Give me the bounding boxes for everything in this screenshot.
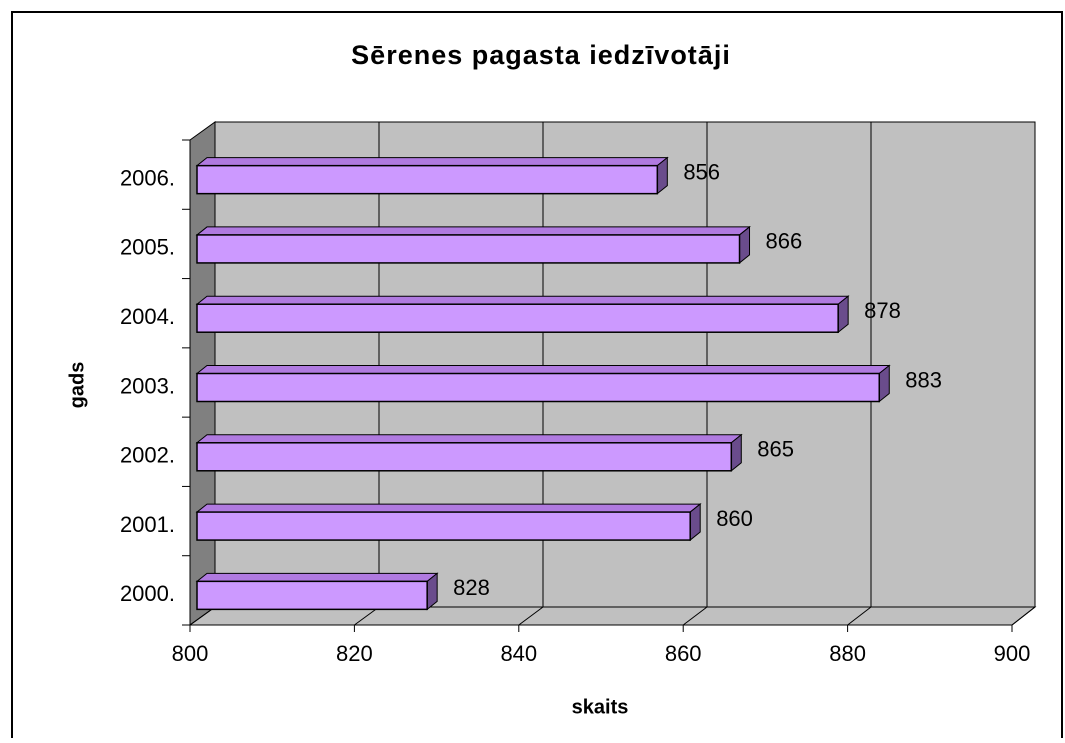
value-label: 828 xyxy=(453,575,490,600)
y-tick-label: 2006. xyxy=(120,165,175,190)
floor-grid-line xyxy=(518,606,544,626)
y-axis-title: gads xyxy=(66,362,88,409)
x-tick-label: 820 xyxy=(336,641,373,666)
bar xyxy=(196,580,428,611)
value-label: 866 xyxy=(766,229,803,254)
value-label: 883 xyxy=(905,367,942,392)
y-tick-label: 2005. xyxy=(120,235,175,260)
bar xyxy=(196,303,839,333)
bar xyxy=(196,511,691,541)
value-label: 856 xyxy=(683,159,720,184)
bar xyxy=(196,372,881,403)
bar xyxy=(196,164,659,195)
x-axis-title: skaits xyxy=(572,696,629,718)
bar-top xyxy=(195,572,439,582)
bar-top xyxy=(195,365,891,374)
bar-top xyxy=(195,503,702,513)
x-tick-label: 840 xyxy=(500,641,537,666)
x-tick-label: 880 xyxy=(829,641,866,666)
bar-top xyxy=(195,295,850,305)
x-tick-label: 800 xyxy=(172,641,209,666)
floor-grid-line xyxy=(682,606,708,626)
x-tick-label: 860 xyxy=(665,641,702,666)
value-label: 878 xyxy=(864,298,901,323)
x-tick-label: 900 xyxy=(994,641,1031,666)
floor-grid-line xyxy=(847,606,872,626)
bar-top xyxy=(195,434,743,444)
y-tick-label: 2001. xyxy=(120,512,175,537)
floor-grid-line xyxy=(1011,606,1036,626)
y-tick-label: 2004. xyxy=(120,304,175,329)
y-tick-label: 2003. xyxy=(120,373,175,398)
bar xyxy=(196,442,733,472)
value-label: 865 xyxy=(757,437,794,462)
bar-top xyxy=(195,226,751,236)
chart-title: Sērenes pagasta iedzīvotāji xyxy=(351,40,731,70)
bar xyxy=(196,234,741,264)
bar-top xyxy=(195,157,669,167)
y-tick-label: 2000. xyxy=(120,581,175,606)
value-label: 860 xyxy=(716,506,753,531)
y-tick-label: 2002. xyxy=(120,443,175,468)
